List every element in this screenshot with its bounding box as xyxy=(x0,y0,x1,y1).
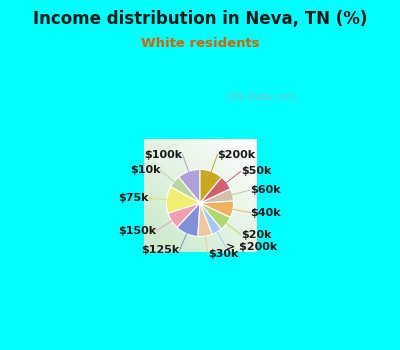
Wedge shape xyxy=(198,203,212,237)
Text: $30k: $30k xyxy=(208,249,238,259)
Text: $10k: $10k xyxy=(130,165,160,175)
Text: $100k: $100k xyxy=(144,149,182,160)
Wedge shape xyxy=(178,169,200,203)
Wedge shape xyxy=(166,187,200,214)
Text: White residents: White residents xyxy=(141,37,259,50)
Text: $40k: $40k xyxy=(251,208,281,218)
Text: > $200k: > $200k xyxy=(226,242,278,252)
Text: $75k: $75k xyxy=(118,193,149,203)
Text: City-Data.com: City-Data.com xyxy=(227,92,296,102)
Wedge shape xyxy=(170,177,200,203)
Wedge shape xyxy=(200,203,230,229)
Text: Income distribution in Neva, TN (%): Income distribution in Neva, TN (%) xyxy=(33,10,367,28)
Wedge shape xyxy=(200,169,222,203)
Wedge shape xyxy=(200,201,234,217)
Text: $50k: $50k xyxy=(241,166,271,176)
Wedge shape xyxy=(177,203,200,237)
Wedge shape xyxy=(168,203,200,228)
Text: $60k: $60k xyxy=(250,185,280,195)
Text: $125k: $125k xyxy=(141,245,180,255)
Text: $150k: $150k xyxy=(118,226,156,236)
Wedge shape xyxy=(200,203,222,234)
Text: $20k: $20k xyxy=(241,230,271,240)
Text: $200k: $200k xyxy=(218,149,256,160)
Wedge shape xyxy=(200,177,230,203)
Wedge shape xyxy=(200,189,234,203)
